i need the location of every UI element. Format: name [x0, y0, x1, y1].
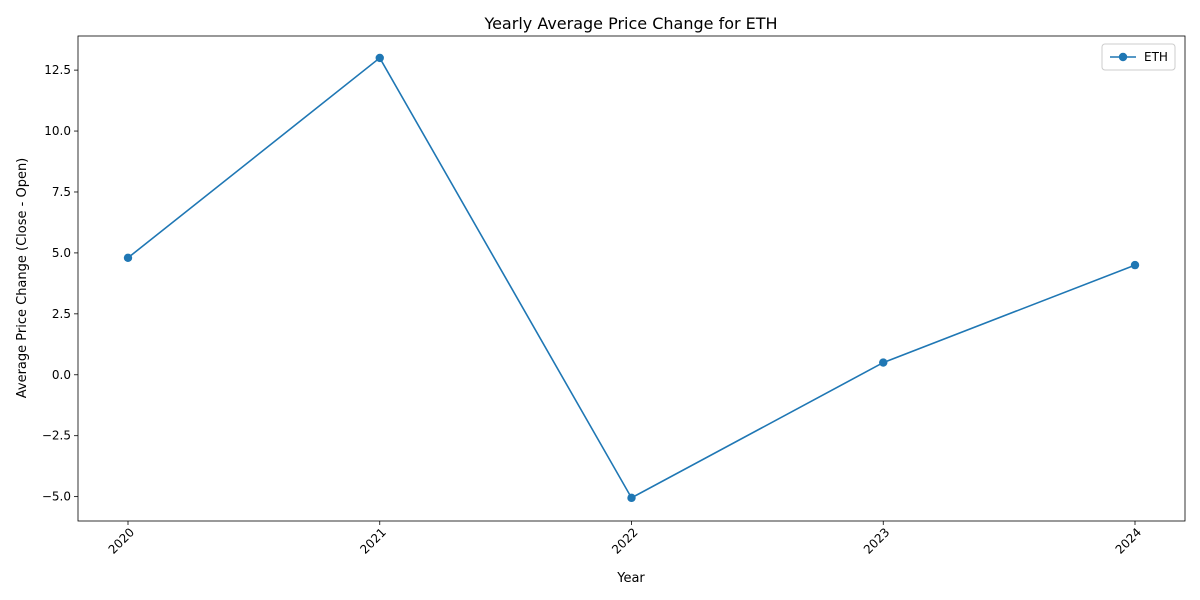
legend: ETH: [1101, 43, 1176, 71]
x-tick-label: 2022: [609, 525, 640, 556]
y-tick-label: 5.0: [52, 246, 71, 260]
legend-marker-icon: [1118, 52, 1128, 62]
chart-title: Yearly Average Price Change for ETH: [483, 14, 777, 33]
x-axis-label: Year: [616, 571, 645, 586]
y-tick-label: −5.0: [42, 490, 71, 504]
legend-box: [1101, 43, 1176, 71]
y-tick-label: 7.5: [52, 185, 71, 199]
y-tick-label: 10.0: [44, 124, 71, 138]
plot-area: −5.0 −2.5 0.0 2.5 5.0 7.5 10.0 12.5 2020 2021 2022…: [42, 35, 1186, 557]
data-point: [123, 253, 133, 262]
series-line-eth: [127, 56, 1136, 499]
x-tick-label: 2021: [357, 525, 388, 556]
y-tick-label: 0.0: [52, 368, 71, 382]
legend-label: ETH: [1144, 50, 1168, 64]
plot-frame: [77, 35, 1186, 522]
y-axis-label: Average Price Change (Close - Open): [15, 158, 30, 399]
x-tick-label: 2020: [106, 525, 137, 556]
y-tick-label: −2.5: [42, 429, 71, 443]
data-point: [1130, 260, 1140, 270]
y-tick-label: 12.5: [44, 63, 71, 77]
data-point: [879, 358, 888, 367]
data-point: [375, 53, 384, 63]
y-tick-label: 2.5: [52, 307, 71, 321]
x-tick-label: 2023: [861, 525, 892, 556]
data-point: [627, 493, 636, 503]
x-tick-label: 2024: [1113, 525, 1144, 556]
